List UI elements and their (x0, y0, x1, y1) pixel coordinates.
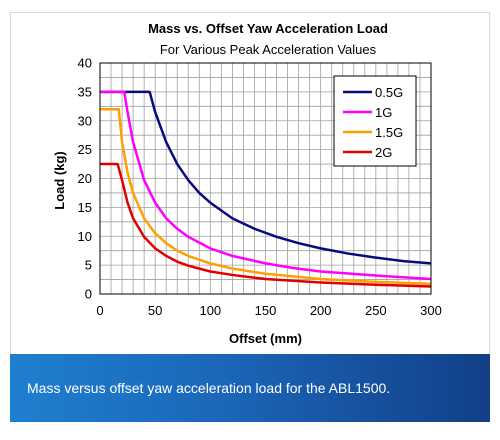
series-line-4 (100, 162, 432, 288)
legend: 0.5G 1G 1.5G 2G (333, 75, 417, 167)
series-lines (100, 90, 432, 288)
x-tick-label: 200 (310, 303, 332, 318)
y-tick-label: 15 (78, 200, 92, 215)
y-tick-label: 30 (78, 113, 92, 128)
x-tick-label: 50 (148, 303, 162, 318)
caption-bar: Mass versus offset yaw acceleration load… (10, 354, 490, 422)
y-tick-label: 0 (85, 287, 92, 302)
x-axis-label: Offset (mm) (229, 331, 302, 346)
x-tick-label: 250 (365, 303, 387, 318)
chart-subtitle: For Various Peak Acceleration Values (160, 42, 377, 57)
x-tick-label: 300 (420, 303, 442, 318)
series-line-3 (100, 107, 432, 286)
y-tick-label: 40 (78, 56, 92, 71)
y-tick-label: 20 (78, 171, 92, 186)
y-tick-label: 25 (78, 142, 92, 157)
caption-text: Mass versus offset yaw acceleration load… (27, 380, 391, 396)
chart-title: Mass vs. Offset Yaw Acceleration Load (148, 21, 388, 36)
x-tick-label: 0 (96, 303, 103, 318)
legend-label: 0.5G (375, 85, 403, 100)
x-tick-label: 150 (255, 303, 277, 318)
series-line-2 (100, 90, 432, 281)
plot-area (99, 62, 432, 295)
y-tick-label: 10 (78, 229, 92, 244)
y-tick-label: 5 (85, 258, 92, 273)
legend-label: 1.5G (375, 125, 403, 140)
legend-label: 2G (375, 145, 392, 160)
series-line-1 (100, 90, 432, 265)
y-axis-label: Load (kg) (52, 151, 67, 210)
y-tick-label: 35 (78, 84, 92, 99)
axis-ticks: 0 50 100 150 200 250 300 0 5 10 15 20 25 30 35 40 (78, 56, 442, 319)
x-tick-label: 100 (199, 303, 221, 318)
legend-label: 1G (375, 105, 392, 120)
chart: Mass vs. Offset Yaw Acceleration Load Fo… (52, 21, 442, 346)
